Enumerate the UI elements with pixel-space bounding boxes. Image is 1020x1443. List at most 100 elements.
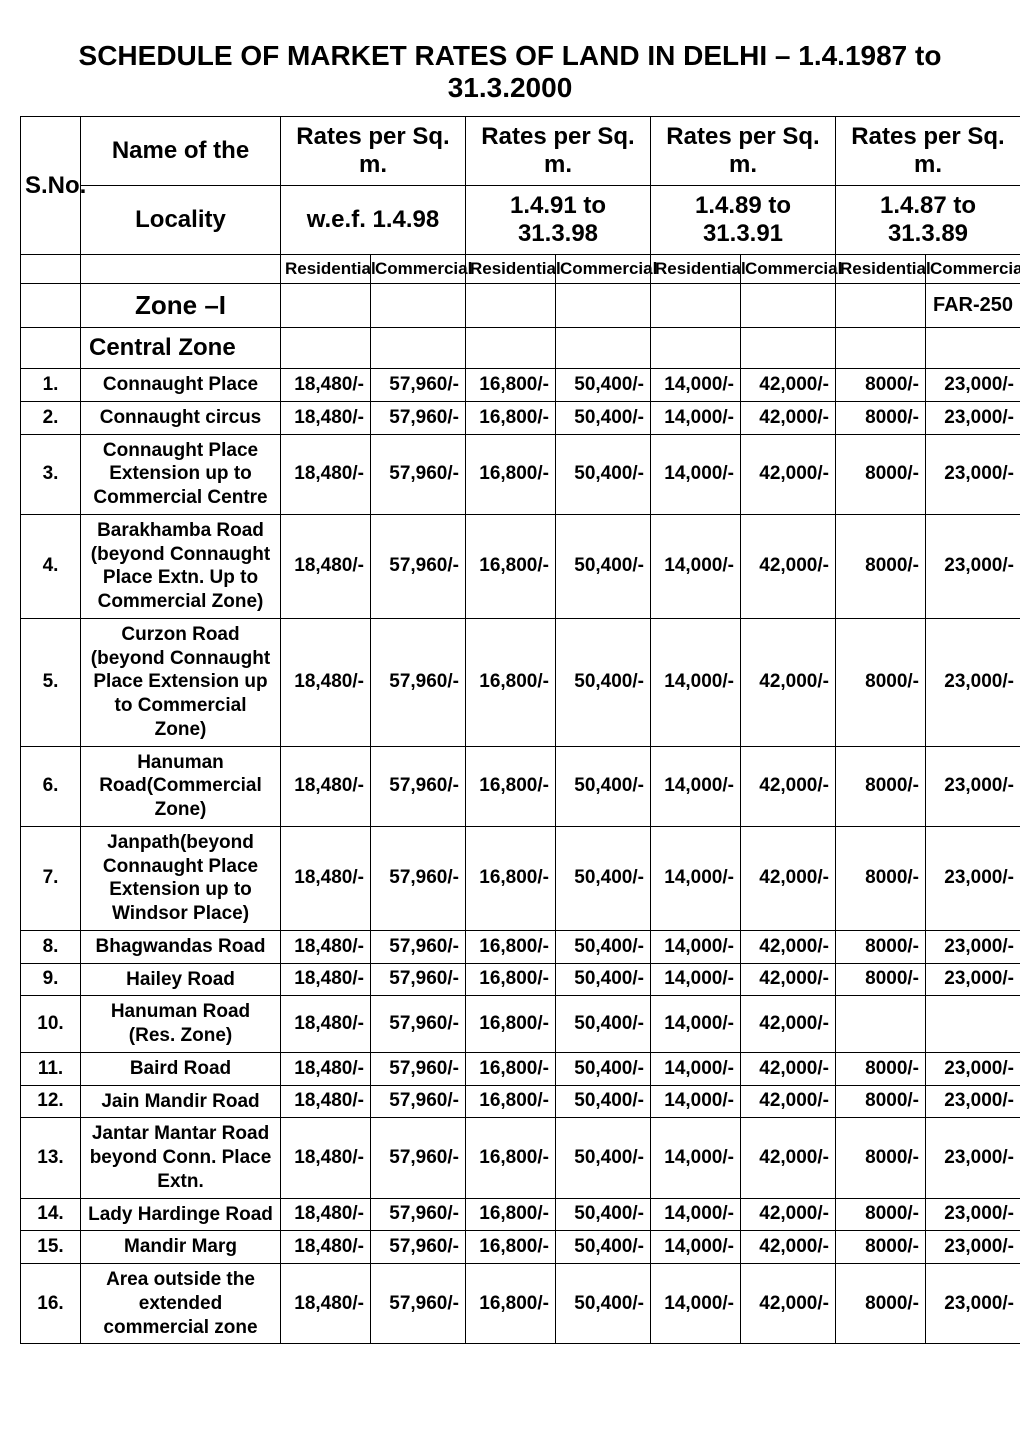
row-value: 18,480/- <box>281 996 371 1053</box>
table-row: 6.Hanuman Road(Commercial Zone)18,480/-5… <box>21 746 1020 826</box>
row-value: 18,480/- <box>281 369 371 402</box>
row-sno: 8. <box>21 930 81 963</box>
row-value: 8000/- <box>836 930 926 963</box>
row-value: 23,000/- <box>926 1231 1020 1264</box>
row-value: 18,480/- <box>281 1231 371 1264</box>
row-value: 14,000/- <box>651 826 741 930</box>
far-label: FAR-250 <box>926 284 1020 328</box>
row-name: Janpath(beyond Connaught Place Extension… <box>81 826 281 930</box>
page-title: SCHEDULE OF MARKET RATES OF LAND IN DELH… <box>20 40 1000 104</box>
row-value: 23,000/- <box>926 369 1020 402</box>
row-value: 50,400/- <box>556 826 651 930</box>
row-value: 23,000/- <box>926 963 1020 996</box>
row-sno: 5. <box>21 618 81 746</box>
row-value: 23,000/- <box>926 1118 1020 1198</box>
row-value: 16,800/- <box>466 1118 556 1198</box>
row-value: 23,000/- <box>926 1052 1020 1085</box>
table-row: 7.Janpath(beyond Connaught Place Extensi… <box>21 826 1020 930</box>
row-value: 8000/- <box>836 434 926 514</box>
table-row: 12.Jain Mandir Road18,480/-57,960/-16,80… <box>21 1085 1020 1118</box>
row-value: 50,400/- <box>556 930 651 963</box>
row-name: Connaught Place Extension up to Commerci… <box>81 434 281 514</box>
col-group4-bottom: 1.4.87 to 31.3.89 <box>836 186 1020 255</box>
table-row: 8.Bhagwandas Road18,480/-57,960/-16,800/… <box>21 930 1020 963</box>
row-value: 57,960/- <box>371 1264 466 1344</box>
col-group3-bottom: 1.4.89 to 31.3.91 <box>651 186 836 255</box>
row-value: 16,800/- <box>466 746 556 826</box>
row-value: 42,000/- <box>741 369 836 402</box>
row-sno: 11. <box>21 1052 81 1085</box>
header-row-2: Locality w.e.f. 1.4.98 1.4.91 to 31.3.98… <box>21 186 1020 255</box>
row-value: 16,800/- <box>466 1052 556 1085</box>
row-value: 50,400/- <box>556 1085 651 1118</box>
row-value: 42,000/- <box>741 1264 836 1344</box>
row-sno: 3. <box>21 434 81 514</box>
row-value: 16,800/- <box>466 930 556 963</box>
row-value: 14,000/- <box>651 1198 741 1231</box>
row-value: 14,000/- <box>651 930 741 963</box>
row-value: 23,000/- <box>926 434 1020 514</box>
table-row: 3.Connaught Place Extension up to Commer… <box>21 434 1020 514</box>
row-value: 16,800/- <box>466 1198 556 1231</box>
row-value: 42,000/- <box>741 996 836 1053</box>
col-group1-top: Rates per Sq. m. <box>281 117 466 186</box>
row-value: 57,960/- <box>371 1118 466 1198</box>
row-name: Hanuman Road (Res. Zone) <box>81 996 281 1053</box>
col-group1-bottom: w.e.f. 1.4.98 <box>281 186 466 255</box>
col-com-2: Commercial <box>556 255 651 284</box>
row-sno: 1. <box>21 369 81 402</box>
empty-cell <box>371 328 466 369</box>
row-value: 23,000/- <box>926 1264 1020 1344</box>
row-value: 16,800/- <box>466 401 556 434</box>
empty-cell <box>21 328 81 369</box>
row-value: 50,400/- <box>556 1264 651 1344</box>
row-value: 42,000/- <box>741 1118 836 1198</box>
zone-row: Zone –I FAR-250 <box>21 284 1020 328</box>
row-value: 23,000/- <box>926 1198 1020 1231</box>
row-sno: 10. <box>21 996 81 1053</box>
row-value: 57,960/- <box>371 1085 466 1118</box>
col-com-1: Commercial <box>371 255 466 284</box>
row-value: 18,480/- <box>281 1052 371 1085</box>
row-value: 16,800/- <box>466 1264 556 1344</box>
row-value: 8000/- <box>836 1085 926 1118</box>
row-value: 57,960/- <box>371 996 466 1053</box>
zone-label: Zone –I <box>81 284 281 328</box>
row-sno: 2. <box>21 401 81 434</box>
row-value: 18,480/- <box>281 1118 371 1198</box>
row-name: Jantar Mantar Road beyond Conn. Place Ex… <box>81 1118 281 1198</box>
empty-cell <box>466 328 556 369</box>
row-value: 50,400/- <box>556 1198 651 1231</box>
row-name: Area outside the extended commercial zon… <box>81 1264 281 1344</box>
col-res-1: Residential <box>281 255 371 284</box>
row-value: 23,000/- <box>926 746 1020 826</box>
row-value: 14,000/- <box>651 618 741 746</box>
row-value: 42,000/- <box>741 826 836 930</box>
row-value <box>926 996 1020 1053</box>
row-value: 8000/- <box>836 514 926 618</box>
row-name: Connaught Place <box>81 369 281 402</box>
empty-cell <box>836 328 926 369</box>
empty-cell <box>281 284 371 328</box>
empty-cell <box>651 328 741 369</box>
row-value: 16,800/- <box>466 618 556 746</box>
col-res-3: Residential <box>651 255 741 284</box>
row-value: 18,480/- <box>281 963 371 996</box>
col-res-4: Residential <box>836 255 926 284</box>
section-row: Central Zone <box>21 328 1020 369</box>
row-value: 50,400/- <box>556 1118 651 1198</box>
row-value: 23,000/- <box>926 618 1020 746</box>
row-value: 16,800/- <box>466 369 556 402</box>
row-name: Connaught circus <box>81 401 281 434</box>
row-value: 16,800/- <box>466 826 556 930</box>
row-value: 42,000/- <box>741 930 836 963</box>
row-value: 18,480/- <box>281 1085 371 1118</box>
row-value: 57,960/- <box>371 963 466 996</box>
row-value: 18,480/- <box>281 618 371 746</box>
table-row: 10.Hanuman Road (Res. Zone)18,480/-57,96… <box>21 996 1020 1053</box>
row-sno: 14. <box>21 1198 81 1231</box>
col-group3-top: Rates per Sq. m. <box>651 117 836 186</box>
row-value: 50,400/- <box>556 746 651 826</box>
table-row: 16.Area outside the extended commercial … <box>21 1264 1020 1344</box>
row-name: Baird Road <box>81 1052 281 1085</box>
